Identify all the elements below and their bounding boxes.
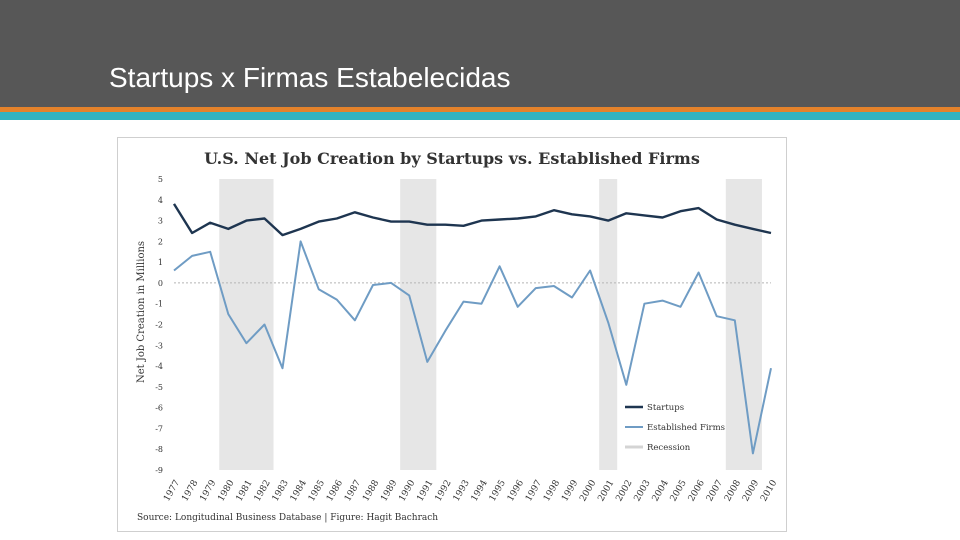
x-tick-label-17: 1994 [470,478,490,503]
x-tick-label-9: 1986 [325,478,345,503]
y-tick-label-13: -8 [155,445,163,454]
x-tick-label-22: 1999 [560,478,580,503]
x-tick-label-33: 2010 [759,478,779,503]
plot-area: 5 4 3 2 1 0 -1 -2 -3 -4 -5 -6 -7 -8 -9 1977197819791980… [155,175,779,503]
x-tick-label-24: 2001 [596,479,616,504]
y-tick-label-6: -1 [155,300,163,309]
y-tick-label-3: 2 [158,237,163,246]
x-tick-label-0: 1977 [162,478,182,503]
y-axis-label: Net Job Creation in Millions [136,241,147,383]
x-tick-label-18: 1995 [488,478,508,503]
x-tick-label-30: 2007 [705,478,725,503]
x-tick-label-14: 1991 [415,479,435,504]
x-tick-label-23: 2000 [578,478,598,503]
y-tick-label-1: 4 [158,196,163,205]
chart-source: Source: Longitudinal Business Database |… [137,513,438,523]
x-tick-label-5: 1982 [253,479,273,504]
x-tick-label-15: 1992 [434,479,454,504]
accent-stripe-teal [0,112,960,120]
x-tick-label-16: 1993 [452,478,472,503]
y-tick-label-5: 0 [158,279,163,288]
slide-title: Startups x Firmas Estabelecidas [109,62,511,93]
x-tick-label-4: 1981 [235,479,255,504]
y-tick-label-9: -4 [155,362,163,371]
x-tick-label-2: 1979 [198,478,218,503]
y-tick-label-8: -3 [155,341,163,350]
x-tick-label-11: 1988 [361,478,381,503]
y-tick-label-0: 5 [158,175,163,184]
legend-label-2: Recession [647,443,691,453]
x-tick-label-20: 1997 [524,478,544,503]
x-tick-label-3: 1980 [216,478,236,503]
recession-band-1 [400,179,437,470]
x-tick-label-26: 2003 [633,478,653,503]
slide-header [0,0,960,107]
x-tick-label-6: 1983 [271,478,291,503]
x-tick-label-27: 2004 [651,478,671,503]
job-creation-chart: U.S. Net Job Creation by Startups vs. Es… [136,149,779,523]
y-tick-label-7: -2 [155,321,163,330]
x-tick-label-10: 1987 [343,478,363,503]
x-tick-label-21: 1998 [542,478,562,503]
x-tick-label-12: 1989 [379,478,399,503]
x-tick-label-31: 2008 [723,478,743,503]
y-tick-label-11: -6 [155,404,163,413]
x-tick-label-28: 2005 [669,478,689,503]
y-tick-label-10: -5 [155,383,163,392]
x-tick-label-19: 1996 [506,478,526,503]
y-tick-label-4: 1 [158,258,163,267]
legend-label-1: Established Firms [647,423,725,433]
legend-label-0: Startups [647,403,684,413]
x-tick-label-32: 2009 [741,478,761,503]
x-tick-label-1: 1978 [180,478,200,503]
series-line-0 [172,203,772,237]
x-tick-label-7: 1984 [289,478,309,503]
chart-title: U.S. Net Job Creation by Startups vs. Es… [204,149,700,168]
x-tick-label-29: 2006 [687,478,707,503]
accent-stripe-orange [0,107,960,112]
y-tick-label-12: -7 [155,424,163,433]
series-line-1 [173,240,772,455]
y-tick-label-2: 3 [158,217,163,226]
y-tick-label-14: -9 [155,466,163,475]
x-tick-label-13: 1990 [397,478,417,503]
x-tick-label-25: 2002 [614,479,634,504]
x-tick-label-8: 1985 [307,478,327,503]
